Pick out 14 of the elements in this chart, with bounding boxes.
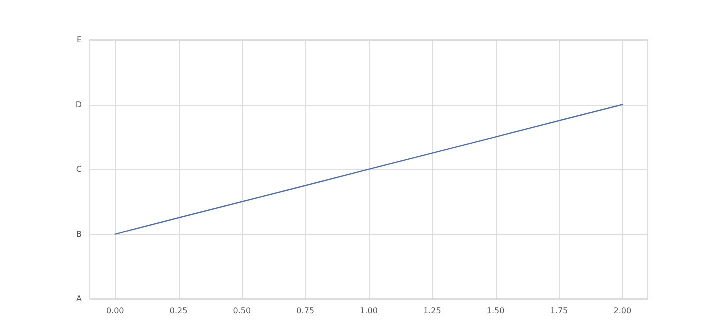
x-tick-label: 1.50 bbox=[486, 306, 505, 316]
x-tick-label: 1.00 bbox=[360, 306, 378, 316]
x-tick-label: 0.00 bbox=[106, 306, 124, 316]
x-tick-label: 1.75 bbox=[550, 306, 568, 316]
x-tick-label: 0.50 bbox=[233, 306, 252, 316]
x-tick-label: 1.25 bbox=[424, 306, 442, 316]
x-tick-label: 0.25 bbox=[170, 306, 188, 316]
text: B bbox=[76, 230, 82, 239]
x-tick-label: 0.75 bbox=[296, 306, 314, 316]
text: D bbox=[76, 100, 82, 110]
text: E bbox=[76, 36, 82, 44]
text: A bbox=[76, 294, 83, 304]
text: C bbox=[76, 165, 82, 174]
x-tick-label: 2.00 bbox=[614, 306, 632, 316]
